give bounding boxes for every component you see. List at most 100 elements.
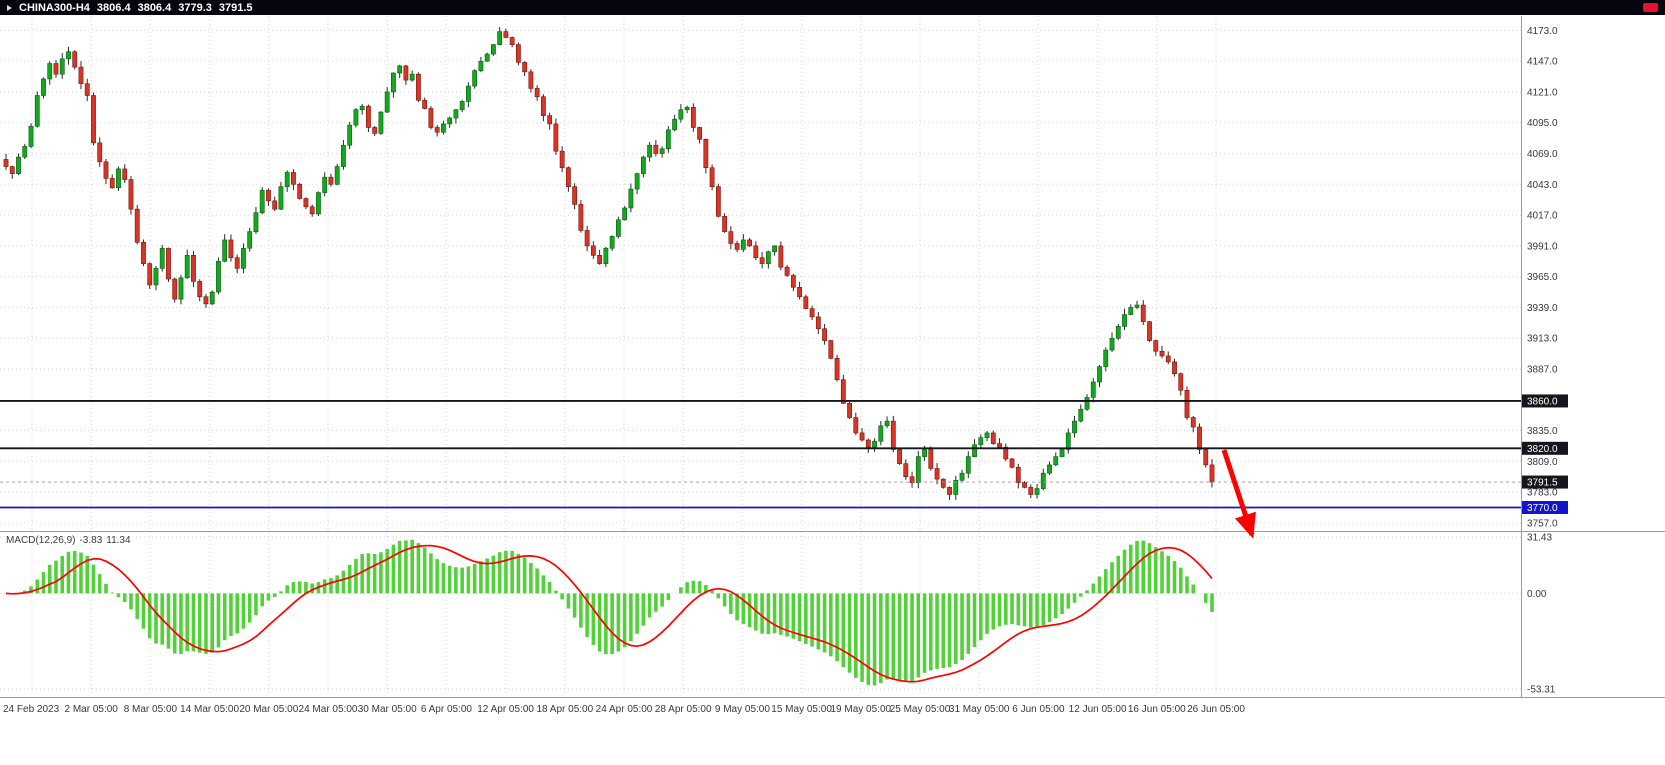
price-axis-label: 3809.0: [1527, 457, 1558, 468]
candle: [247, 231, 253, 249]
time-axis-label: 12 Apr 05:00: [477, 704, 534, 715]
price-badge: [1522, 475, 1568, 489]
candle: [722, 215, 728, 232]
candle: [909, 476, 915, 483]
candle: [784, 266, 790, 276]
macd-axis-label: -53.31: [1527, 685, 1556, 696]
candle: [109, 178, 115, 189]
candle: [122, 168, 128, 180]
corner-marker-icon[interactable]: [1643, 3, 1658, 12]
red-down-arrow[interactable]: [1221, 449, 1256, 539]
candle: [372, 127, 378, 134]
candle: [672, 118, 678, 131]
candle: [334, 166, 340, 185]
candle: [734, 243, 740, 250]
candle: [128, 179, 134, 210]
candle: [28, 125, 34, 147]
candle: [434, 127, 440, 133]
candle: [316, 192, 321, 215]
candle: [166, 247, 171, 280]
candle: [953, 479, 959, 495]
quote-open: 3806.4: [96, 1, 131, 14]
time-axis-label: 8 Mar 05:00: [124, 704, 178, 715]
price-axis[interactable]: 4173.0 4147.0 4121.0 4095.0 4069.0 4043.0 4017…: [1522, 26, 1568, 530]
symbol-name: CHINA300-H4: [19, 1, 90, 14]
candle: [259, 189, 265, 214]
candle: [934, 468, 940, 480]
candle: [840, 379, 846, 404]
price-badge-label: 3860.0: [1527, 396, 1558, 407]
candle: [159, 247, 165, 269]
candle: [878, 425, 884, 442]
time-axis-label: 26 Jun 05:00: [1187, 704, 1245, 715]
candle: [284, 172, 290, 187]
candle: [684, 107, 690, 111]
candle: [1153, 340, 1159, 352]
candle: [153, 268, 159, 286]
candle: [134, 208, 140, 243]
candle: [1065, 432, 1071, 450]
candle: [534, 88, 540, 97]
candle: [1122, 314, 1127, 327]
trend-arrow-annotation[interactable]: [1221, 449, 1256, 539]
candle: [1028, 487, 1034, 495]
quote-low: 3779.3: [178, 1, 212, 14]
candle: [203, 296, 209, 305]
candle: [1059, 449, 1065, 457]
candle: [272, 200, 278, 210]
price-axis-label: 3783.0: [1527, 488, 1558, 499]
candle: [872, 440, 877, 448]
candle: [1103, 349, 1109, 367]
candle: [728, 231, 734, 244]
candle: [659, 148, 665, 154]
horizontal-level-lines[interactable]: [0, 400, 1521, 509]
candle: [940, 478, 946, 488]
candle: [634, 173, 640, 190]
candle: [234, 257, 240, 269]
candle: [1078, 408, 1084, 422]
time-axis-label: 6 Apr 05:00: [421, 704, 473, 715]
candle: [584, 230, 590, 247]
candle: [34, 95, 40, 127]
candle: [1115, 326, 1121, 339]
candle: [997, 443, 1002, 448]
candle: [922, 449, 927, 457]
candle: [253, 212, 259, 232]
candle: [72, 51, 78, 68]
price-chart-plot-area[interactable]: [0, 16, 1521, 530]
candle: [209, 291, 215, 305]
candle: [466, 85, 471, 102]
time-axis-label: 25 May 05:00: [890, 704, 951, 715]
candle: [809, 308, 815, 318]
candle: [1178, 373, 1184, 391]
time-axis-label: 15 May 05:00: [771, 704, 832, 715]
candle: [1159, 350, 1165, 357]
candle: [359, 105, 365, 111]
candle: [984, 432, 990, 438]
macd-axis-label: 31.43: [1527, 533, 1552, 544]
candle: [628, 188, 634, 209]
candle: [928, 449, 934, 469]
candle: [590, 245, 596, 256]
candle: [697, 127, 703, 140]
candle: [640, 156, 646, 174]
candle: [3, 159, 9, 167]
candle: [447, 117, 453, 125]
candle: [397, 65, 403, 74]
candle: [653, 144, 659, 154]
candle: [22, 146, 28, 158]
candle: [853, 417, 859, 434]
candle: [553, 123, 559, 152]
candle: [772, 245, 777, 253]
candle: [147, 263, 153, 286]
candlestick-layer[interactable]: [3, 27, 1215, 501]
time-axis[interactable]: 24 Feb 2023 2 Mar 05:00 8 Mar 05:00 14 Mar …: [3, 704, 1245, 715]
candle: [603, 247, 609, 264]
candle: [353, 109, 359, 126]
candle: [709, 167, 715, 187]
candle: [384, 91, 390, 113]
candle: [9, 166, 15, 174]
candle: [291, 172, 296, 185]
